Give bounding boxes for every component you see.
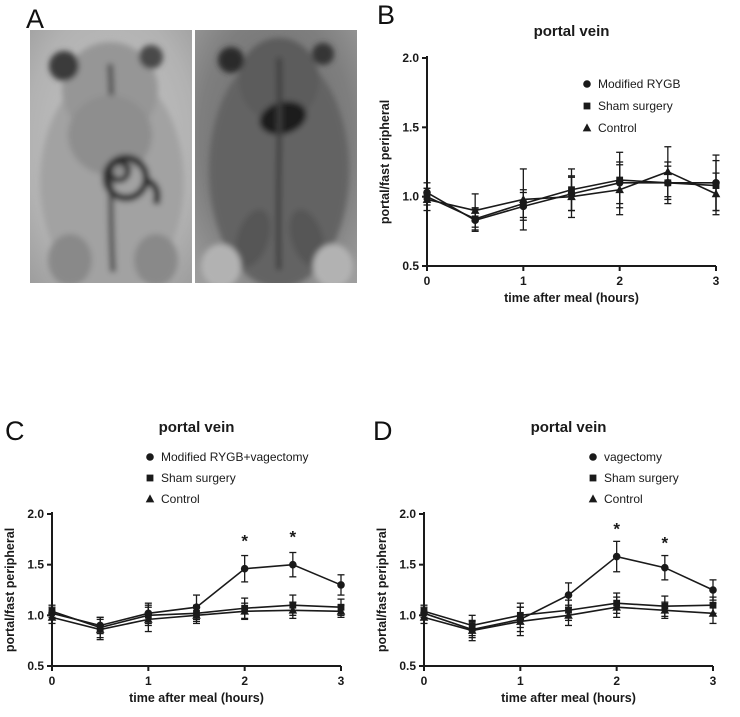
svg-text:2: 2 [613,674,620,688]
svg-text:Control: Control [598,121,637,135]
panel-label-c: C [5,416,25,446]
svg-text:0.5: 0.5 [27,659,44,673]
svg-text:1.0: 1.0 [402,190,419,204]
svg-text:1.5: 1.5 [27,558,44,572]
svg-text:1.5: 1.5 [402,120,419,134]
svg-text:3: 3 [710,674,717,688]
portal-vein-chart-b: 0.5 1.0 1.5 2.0 0 1 2 3 portal vein time after me… [378,23,721,305]
mouse-xray-right-image [195,30,357,283]
svg-text:1.0: 1.0 [27,608,44,622]
svg-text:1.0: 1.0 [399,608,416,622]
panel-a-images [30,30,357,283]
svg-text:2.0: 2.0 [402,51,419,65]
panel-label-b: B [377,0,396,30]
svg-text:*: * [290,527,297,546]
svg-text:0.5: 0.5 [402,259,419,273]
svg-text:Sham surgery: Sham surgery [604,471,679,485]
svg-text:3: 3 [713,274,720,288]
svg-text:2: 2 [241,674,248,688]
svg-text:Modified RYGB: Modified RYGB [598,77,680,91]
svg-text:Modified RYGB+vagectomy: Modified RYGB+vagectomy [161,450,309,464]
svg-text:portal/fast peripheral: portal/fast peripheral [375,528,389,652]
svg-text:Control: Control [161,492,200,506]
panel-label-d: D [373,416,393,446]
svg-text:0: 0 [49,674,56,688]
svg-text:0.5: 0.5 [399,659,416,673]
svg-text:2.0: 2.0 [27,507,44,521]
svg-text:portal vein: portal vein [531,419,607,436]
svg-text:1.5: 1.5 [399,558,416,572]
portal-vein-chart-d: 0.5 1.0 1.5 2.0 0 1 2 3 portal vein time after me… [375,419,718,705]
svg-text:vagectomy: vagectomy [604,450,662,464]
svg-text:portal/fast peripheral: portal/fast peripheral [378,100,392,224]
portal-vein-chart-c: 0.5 1.0 1.5 2.0 0 1 2 3 portal vein time after me… [3,419,346,705]
svg-text:*: * [241,531,248,550]
svg-text:portal vein: portal vein [534,23,610,40]
svg-text:time after meal (hours): time after meal (hours) [129,691,264,705]
svg-text:*: * [613,519,620,538]
svg-text:time after meal (hours): time after meal (hours) [504,291,639,305]
svg-text:Control: Control [604,492,643,506]
svg-text:Sham surgery: Sham surgery [161,471,236,485]
svg-text:portal vein: portal vein [159,419,235,436]
svg-text:0: 0 [421,674,428,688]
svg-text:Sham surgery: Sham surgery [598,99,673,113]
svg-text:2.0: 2.0 [399,507,416,521]
svg-text:2: 2 [616,274,623,288]
svg-text:time after meal (hours): time after meal (hours) [501,691,636,705]
mouse-xray-left-image [30,30,192,283]
svg-text:*: * [662,533,669,552]
svg-text:1: 1 [520,274,527,288]
svg-text:3: 3 [338,674,345,688]
svg-text:portal/fast peripheral: portal/fast peripheral [3,528,17,652]
svg-text:0: 0 [424,274,431,288]
svg-text:1: 1 [517,674,524,688]
svg-text:1: 1 [145,674,152,688]
panel-label-a: A [26,4,45,34]
